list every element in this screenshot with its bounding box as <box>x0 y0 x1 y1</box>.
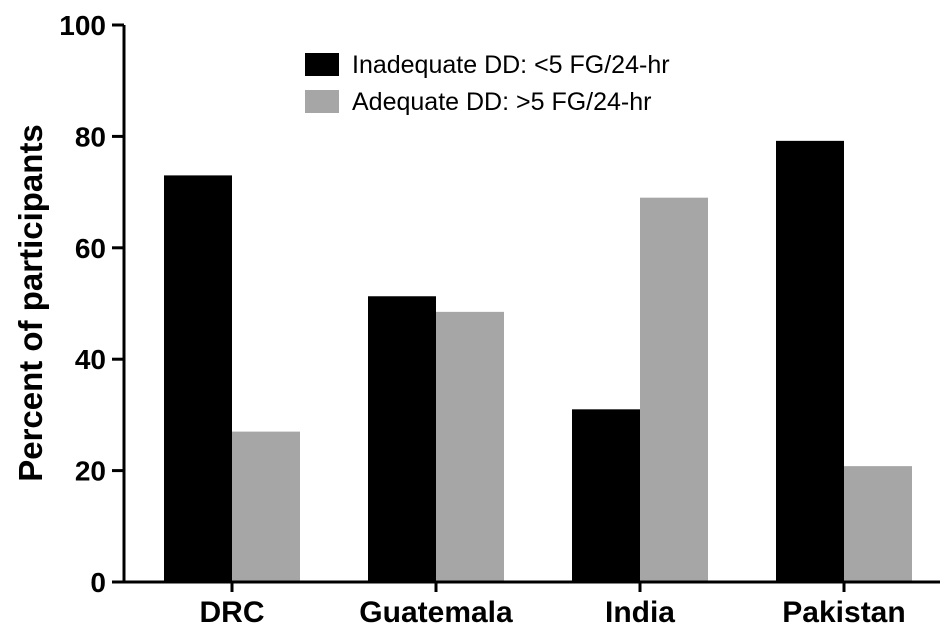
y-ticks-group: 0 20 40 60 80 100 <box>59 10 124 598</box>
bar-guatemala-series-1 <box>368 296 436 582</box>
x-category-label: Guatemala <box>359 596 513 627</box>
y-axis-title: Percent of participants <box>12 124 49 482</box>
bar-guatemala-series-2 <box>436 311 504 582</box>
legend-swatch <box>305 53 339 76</box>
bars-group <box>164 140 912 583</box>
bar-pakistan-series-2 <box>844 466 912 582</box>
bar-drc-series-2 <box>232 431 300 582</box>
legend-swatch <box>305 90 339 113</box>
bar-india-series-1 <box>572 409 640 582</box>
x-category-label: DRC <box>200 596 265 627</box>
legend-label: Inadequate DD: <5 FG/24-hr <box>352 51 670 79</box>
bar-pakistan-series-1 <box>776 140 844 582</box>
y-tick-label: 40 <box>75 344 106 375</box>
y-tick-label: 80 <box>75 121 106 152</box>
y-tick-label: 60 <box>75 233 106 264</box>
x-category-label: Pakistan <box>782 596 905 627</box>
y-tick-label: 20 <box>75 456 106 487</box>
x-ticks-group: DRC Guatemala India Pakistan <box>200 582 906 627</box>
bar-india-series-2 <box>640 197 708 583</box>
x-category-label: India <box>605 596 675 627</box>
legend: Inadequate DD: <5 FG/24-hr Adequate DD: >… <box>305 51 670 116</box>
y-tick-label: 100 <box>59 10 106 41</box>
y-tick-label: 0 <box>90 567 106 598</box>
legend-label: Adequate DD: >5 FG/24-hr <box>352 88 651 116</box>
bar-drc-series-1 <box>164 175 232 582</box>
